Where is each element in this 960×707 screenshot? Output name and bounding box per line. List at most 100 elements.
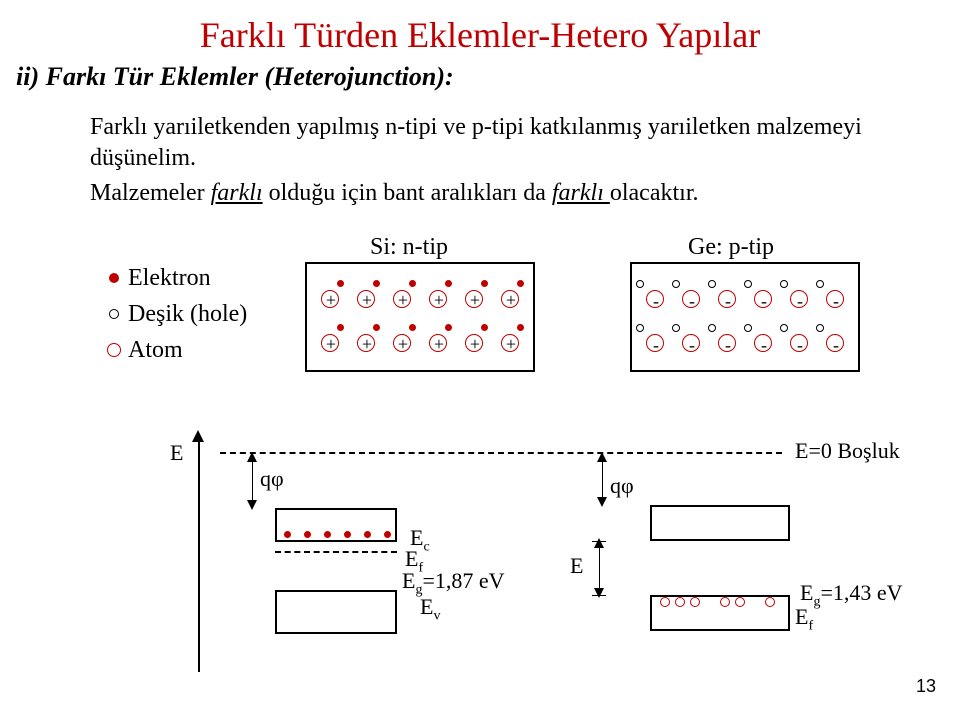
left-valence-band bbox=[275, 590, 397, 634]
underline-word: farklı bbox=[211, 180, 263, 206]
legend-row-electron: Elektron bbox=[100, 260, 247, 296]
legend: Elektron Deşik (hole) Atom bbox=[100, 260, 247, 368]
minus-sign: - bbox=[640, 336, 672, 354]
acceptor-atom: - bbox=[748, 330, 780, 356]
electron-icon bbox=[100, 273, 128, 283]
arrow-up-icon bbox=[597, 452, 607, 462]
donor-atom: + bbox=[495, 286, 527, 312]
subtitle: ii) Farkı Tür Eklemler (Heterojunction): bbox=[16, 62, 454, 92]
ef-right-label: Ef bbox=[795, 604, 813, 634]
eg-right-label: Eg=1,43 eV bbox=[800, 580, 903, 610]
legend-row-atom: Atom bbox=[100, 332, 247, 368]
acceptor-atom: - bbox=[676, 286, 708, 312]
txt: E bbox=[800, 580, 813, 605]
plus-sign: + bbox=[387, 335, 419, 353]
zero-line bbox=[220, 452, 782, 454]
minus-sign: - bbox=[820, 292, 852, 310]
body-line-1: Farklı yarıiletkenden yapılmış n-tipi ve… bbox=[90, 112, 910, 174]
arrow-down-icon bbox=[247, 500, 257, 510]
txt: Malzemeler bbox=[90, 180, 211, 206]
plus-sign: + bbox=[387, 291, 419, 309]
minus-sign: - bbox=[676, 292, 708, 310]
plus-sign: + bbox=[423, 291, 455, 309]
right-conduction-band bbox=[650, 505, 790, 541]
arrow-down-icon bbox=[594, 588, 604, 598]
minus-sign: - bbox=[712, 292, 744, 310]
acceptor-atom: - bbox=[748, 286, 780, 312]
acceptor-atom: - bbox=[676, 330, 708, 356]
txt: olduğu için bant aralıkları da bbox=[263, 180, 552, 206]
page-title: Farklı Türden Eklemler-Hetero Yapılar bbox=[0, 14, 960, 56]
acceptor-atom: - bbox=[784, 286, 816, 312]
acceptor-atom: - bbox=[640, 330, 672, 356]
e-axis bbox=[198, 440, 200, 672]
txt: =1,87 eV bbox=[422, 568, 504, 593]
arrow-up-icon bbox=[247, 452, 257, 462]
eg-left-label: Eg=1,87 eV bbox=[402, 568, 505, 598]
atom-icon bbox=[100, 343, 128, 357]
minus-sign: - bbox=[748, 292, 780, 310]
minus-sign: - bbox=[676, 336, 708, 354]
acceptor-atom: - bbox=[712, 286, 744, 312]
legend-label: Atom bbox=[128, 337, 183, 364]
donor-atom: + bbox=[387, 286, 419, 312]
txt: E bbox=[420, 594, 433, 619]
sub: c bbox=[423, 539, 429, 554]
donor-atom: + bbox=[459, 330, 491, 356]
donor-atom: + bbox=[315, 286, 347, 312]
si-label: Si: n-tip bbox=[370, 234, 448, 261]
ge-label: Ge: p-tip bbox=[688, 234, 774, 261]
legend-label: Elektron bbox=[128, 265, 211, 292]
minus-sign: - bbox=[784, 336, 816, 354]
arrow-up-icon bbox=[594, 538, 604, 548]
minus-sign: - bbox=[640, 292, 672, 310]
marker-line bbox=[599, 541, 600, 595]
txt: =1,43 eV bbox=[820, 580, 902, 605]
plus-sign: + bbox=[315, 291, 347, 309]
plus-sign: + bbox=[459, 335, 491, 353]
vb-holes bbox=[660, 597, 775, 607]
ef-dashed-left bbox=[275, 551, 397, 553]
minus-sign: - bbox=[784, 292, 816, 310]
acceptor-atom: - bbox=[820, 286, 852, 312]
page-number: 13 bbox=[916, 676, 936, 697]
txt: E bbox=[795, 604, 808, 629]
plus-sign: + bbox=[495, 291, 527, 309]
donor-atom: + bbox=[315, 330, 347, 356]
ev-label: Ev bbox=[420, 594, 440, 624]
si-box: + + + + + bbox=[305, 262, 535, 372]
acceptor-atom: - bbox=[712, 330, 744, 356]
acceptor-atom: - bbox=[820, 330, 852, 356]
sub: v bbox=[433, 608, 440, 623]
page: Farklı Türden Eklemler-Hetero Yapılar ii… bbox=[0, 0, 960, 707]
minus-sign: - bbox=[820, 336, 852, 354]
hole-icon bbox=[100, 309, 128, 319]
body-line-2: Malzemeler farklı olduğu için bant aralı… bbox=[90, 178, 910, 209]
minus-sign: - bbox=[748, 336, 780, 354]
qphi-left-label: qφ bbox=[260, 466, 284, 492]
plus-sign: + bbox=[315, 335, 347, 353]
legend-row-hole: Deşik (hole) bbox=[100, 296, 247, 332]
donor-atom: + bbox=[495, 330, 527, 356]
atom-row: - - - - - bbox=[640, 330, 852, 356]
acceptor-atom: - bbox=[640, 286, 672, 312]
sub: f bbox=[808, 618, 813, 633]
legend-label: Deşik (hole) bbox=[128, 301, 247, 328]
e-axis-label: E bbox=[170, 440, 183, 466]
atom-row: - - - - - bbox=[640, 286, 852, 312]
atom-row: + + + + + bbox=[315, 330, 527, 356]
txt: E bbox=[402, 568, 415, 593]
txt: olacaktır. bbox=[610, 180, 699, 206]
plus-sign: + bbox=[423, 335, 455, 353]
plus-sign: + bbox=[351, 291, 383, 309]
acceptor-atom: - bbox=[784, 330, 816, 356]
underline-word: farklı bbox=[552, 180, 610, 206]
arrow-down-icon bbox=[597, 497, 607, 507]
zero-label: E=0 Boşluk bbox=[795, 438, 900, 464]
donor-atom: + bbox=[423, 330, 455, 356]
donor-atom: + bbox=[387, 330, 419, 356]
donor-atom: + bbox=[351, 286, 383, 312]
ge-box: - - - - - bbox=[630, 262, 860, 372]
qphi-right-label: qφ bbox=[610, 473, 634, 499]
e-marker-label: E bbox=[570, 553, 583, 579]
